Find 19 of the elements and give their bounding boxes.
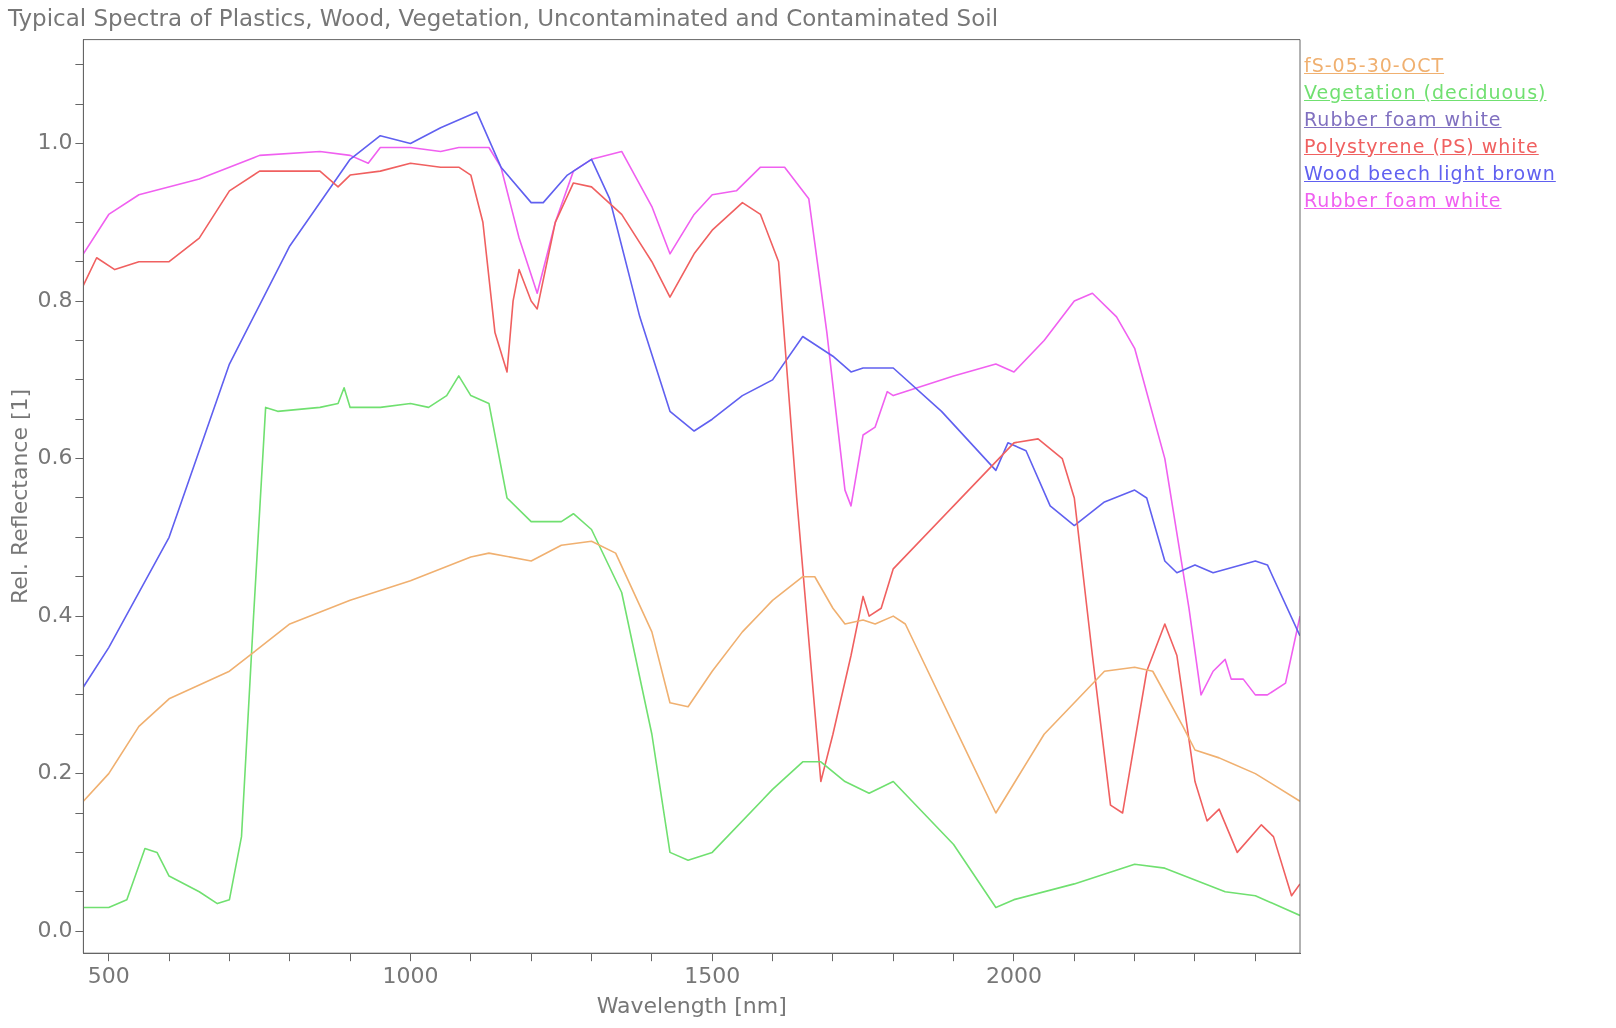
text: Vegetation (deciduous) [1304, 79, 1548, 105]
y-tick-label: 0.0 [37, 916, 73, 942]
text: Polystyrene (PS) white [1304, 133, 1540, 159]
x-tick-label: 1500 [684, 963, 741, 989]
y-tick-label: 1.0 [37, 129, 73, 155]
x-axis-title: Wavelength [nm] [596, 992, 787, 1018]
x-tick-label: 1000 [382, 963, 439, 989]
y-tick-label: 0.8 [37, 286, 73, 312]
text: Wood beech light brown [1304, 160, 1556, 186]
y-tick-label: 0.6 [37, 444, 73, 470]
y-tick-label: 0.2 [37, 759, 73, 785]
y-tick-label: 0.4 [37, 601, 73, 627]
x-tick-label: 2000 [985, 963, 1042, 989]
text: Rubber foam white [1304, 187, 1503, 213]
y-axis-title: Rel. Reflectance [1] [6, 388, 32, 604]
chart-title: Typical Spectra of Plastics, Wood, Vegetation, Uncontaminated and Contaminated Soil [7, 4, 999, 31]
text: fS-05-30-OCT [1304, 52, 1446, 78]
x-tick-label: 500 [87, 963, 130, 989]
legend-label: Rubber foam white [1304, 106, 1503, 132]
